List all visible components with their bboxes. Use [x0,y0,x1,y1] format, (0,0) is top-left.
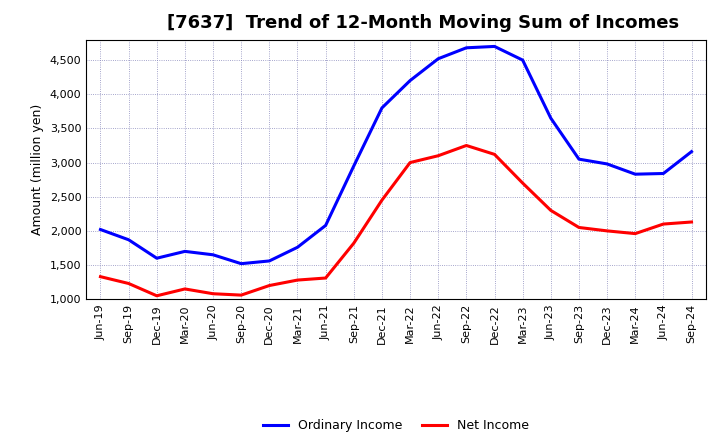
Text: [7637]  Trend of 12-Month Moving Sum of Incomes: [7637] Trend of 12-Month Moving Sum of I… [167,15,679,33]
Ordinary Income [237,261,246,266]
Ordinary Income [434,56,443,61]
Ordinary Income [293,245,302,250]
Legend: Ordinary Income, Net Income: Ordinary Income, Net Income [258,414,534,437]
Net Income [687,220,696,225]
Net Income [546,208,555,213]
Ordinary Income [377,105,386,110]
Ordinary Income [349,163,358,169]
Net Income [631,231,639,236]
Ordinary Income [96,227,105,232]
Ordinary Income [265,258,274,264]
Net Income [125,281,133,286]
Line: Net Income: Net Income [101,146,691,296]
Net Income [293,278,302,283]
Ordinary Income [687,149,696,154]
Net Income [575,225,583,230]
Net Income [96,274,105,279]
Net Income [434,153,443,158]
Net Income [237,293,246,298]
Net Income [321,275,330,281]
Ordinary Income [209,252,217,257]
Ordinary Income [603,161,611,167]
Ordinary Income [406,78,415,83]
Ordinary Income [462,45,471,51]
Net Income [518,180,527,186]
Net Income [603,228,611,234]
Net Income [181,286,189,292]
Ordinary Income [659,171,667,176]
Ordinary Income [518,58,527,63]
Line: Ordinary Income: Ordinary Income [101,47,691,264]
Ordinary Income [153,256,161,261]
Ordinary Income [546,116,555,121]
Net Income [209,291,217,297]
Net Income [265,283,274,288]
Ordinary Income [181,249,189,254]
Ordinary Income [490,44,499,49]
Net Income [377,198,386,203]
Ordinary Income [321,223,330,228]
Net Income [659,221,667,227]
Net Income [462,143,471,148]
Ordinary Income [631,172,639,177]
Net Income [406,160,415,165]
Net Income [153,293,161,298]
Ordinary Income [575,157,583,162]
Net Income [349,241,358,246]
Ordinary Income [125,237,133,242]
Net Income [490,152,499,157]
Y-axis label: Amount (million yen): Amount (million yen) [32,104,45,235]
